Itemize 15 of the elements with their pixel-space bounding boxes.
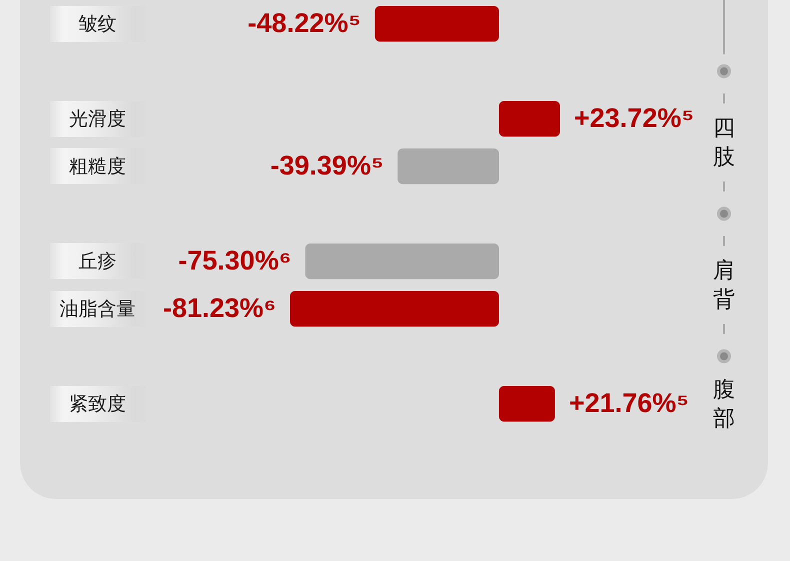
y-tick-label: 皱纹: [78, 14, 116, 35]
text: 腹部: [713, 376, 735, 430]
data-label: +23.72%⁵: [574, 102, 694, 133]
data-label: -39.39%⁵: [270, 150, 384, 180]
y-tick-label: 油脂含量: [60, 298, 136, 320]
data-label: -48.22%⁵: [248, 8, 361, 38]
text: 肩背: [713, 258, 735, 312]
y-tick-label: 紧致度: [69, 392, 126, 415]
y-tick-label: 丘疹: [78, 251, 116, 272]
y-tick-label: 光滑度: [69, 108, 126, 130]
data-label: +21.76%⁵: [568, 388, 689, 418]
data-label: -75.30%⁶: [178, 245, 292, 276]
y-tick-label: 粗糙度: [69, 155, 126, 178]
data-label: -81.23%⁶: [163, 292, 276, 323]
text: 四肢: [713, 115, 735, 169]
